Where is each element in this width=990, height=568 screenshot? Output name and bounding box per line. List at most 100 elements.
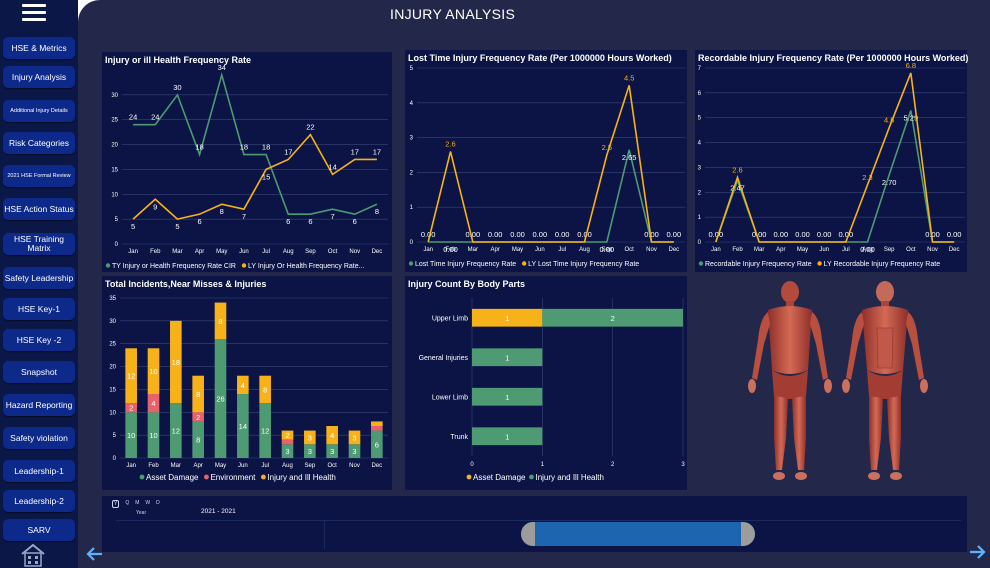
- data-label: 2: [285, 431, 289, 440]
- sidebar-item-2021-hse-formal-review[interactable]: 2021 HSE Formal Review: [3, 165, 75, 187]
- sidebar-item-safety-leadership[interactable]: Safety Leadership: [3, 267, 75, 289]
- data-label: 3: [285, 447, 289, 456]
- data-label: 0.00: [795, 230, 810, 239]
- data-label: 7: [242, 212, 246, 221]
- hamburger-menu-icon[interactable]: [22, 4, 46, 22]
- frequency-rate-chart: 0 5 10 15 20 25 30 Jan Feb Mar Apr May Jun Jul Aug Sep O…: [105, 63, 388, 270]
- data-label: 0.00: [667, 230, 682, 239]
- anatomy-illustration: [748, 281, 928, 480]
- sidebar-item-additional-injury-details[interactable]: Additional Injury Details: [3, 100, 75, 122]
- x-tick-label: Mar: [171, 463, 181, 469]
- level-year-button[interactable]: Y: [112, 500, 120, 508]
- bar-segment: [326, 444, 338, 458]
- date-hierarchy-levels: Y Q M W D: [112, 500, 160, 508]
- data-label: 2.5: [602, 143, 612, 152]
- x-tick-label: Nov: [349, 249, 360, 255]
- range-start-handle[interactable]: [521, 522, 535, 546]
- data-label: 2: [196, 413, 200, 422]
- data-label: 0.00: [709, 230, 724, 239]
- x-tick-label: Jan: [711, 247, 721, 253]
- bar-segment: [281, 439, 294, 445]
- x-tick-label: Dec: [371, 463, 382, 469]
- data-label: 6: [286, 217, 290, 226]
- bar-segment: [304, 444, 316, 458]
- sidebar-item-risk-categories[interactable]: Risk Categories: [3, 132, 75, 154]
- sidebar-item-hse-action-status[interactable]: HSE Action Status: [3, 198, 75, 220]
- y-tick-label: 4: [410, 101, 414, 107]
- level-quarter-button[interactable]: Q: [125, 500, 130, 506]
- rifr-panel: Recordable Injury Frequency Rate (Per 10…: [695, 50, 968, 272]
- level-day-button[interactable]: D: [156, 500, 160, 506]
- x-tick-label: Jan: [423, 247, 433, 253]
- y-tick-label: Upper Limb: [432, 315, 468, 322]
- sidebar-item-hse-training-matrix[interactable]: HSE Training Matrix: [3, 233, 75, 255]
- data-label: 18: [195, 143, 203, 152]
- data-label: 4: [151, 399, 155, 408]
- timeline-track: [116, 520, 961, 549]
- data-label: 8: [196, 436, 200, 445]
- timeline-range-selector[interactable]: [521, 522, 755, 546]
- data-label: 17: [284, 147, 292, 156]
- next-page-arrow-icon[interactable]: [968, 542, 988, 562]
- x-tick-label: Dec: [372, 249, 383, 255]
- data-label: 18: [262, 143, 270, 152]
- sidebar-item-hse-metrics[interactable]: HSE & Metrics: [3, 37, 75, 59]
- data-label: 26: [216, 395, 224, 404]
- data-label: 6: [353, 217, 357, 226]
- data-label: 3: [330, 447, 334, 456]
- data-label: 8: [375, 207, 379, 216]
- data-label: 30: [173, 83, 181, 92]
- legend-marker: [698, 261, 704, 266]
- data-label: 0.00: [947, 230, 962, 239]
- x-tick-label: Aug: [862, 247, 873, 253]
- x-tick-label: Apr: [776, 247, 785, 253]
- data-label: 24: [129, 113, 137, 122]
- sidebar-item-injury-analysis[interactable]: Injury Analysis: [3, 66, 75, 88]
- sidebar-item-hazard-reporting[interactable]: Hazard Reporting: [3, 394, 75, 416]
- sidebar-item-safety-violation[interactable]: Safety violation: [3, 427, 75, 449]
- sidebar-item-snapshot[interactable]: Snapshot: [3, 361, 75, 383]
- range-end-handle[interactable]: [741, 522, 755, 546]
- level-month-button[interactable]: M: [135, 500, 140, 506]
- bar-segment: [371, 430, 383, 458]
- sidebar-item-hse-key-2[interactable]: HSE Key -2: [3, 329, 75, 351]
- data-label: 0.00: [600, 245, 615, 254]
- data-label: 17: [373, 147, 381, 156]
- x-tick-label: Apr: [193, 463, 202, 469]
- sidebar-item-leadership-1[interactable]: Leadership-1: [3, 460, 75, 482]
- data-label: 4: [241, 381, 245, 390]
- data-label: 4.6: [884, 116, 894, 125]
- bar-segment: [348, 444, 361, 458]
- level-week-button[interactable]: W: [145, 500, 151, 506]
- legend-label: Injury and Ill Health: [535, 473, 603, 482]
- data-label: 6: [197, 217, 201, 226]
- y-tick-label: 5: [698, 116, 702, 122]
- sidebar-item-sarv[interactable]: SARV: [3, 519, 75, 541]
- sidebar-item-leadership-2[interactable]: Leadership-2: [3, 490, 75, 512]
- series-line-1: [132, 133, 377, 221]
- data-label: 0.00: [860, 245, 875, 254]
- data-label: 3: [352, 447, 356, 456]
- x-tick-label: May: [512, 247, 523, 253]
- x-tick-label: Jan: [128, 249, 138, 255]
- legend-marker: [466, 474, 472, 480]
- y-tick-label: General Injuries: [419, 355, 469, 362]
- level-caption: Year: [136, 510, 147, 516]
- bar-segment: [170, 403, 182, 458]
- y-tick-label: 25: [111, 118, 118, 124]
- previous-page-arrow-icon[interactable]: [84, 544, 104, 564]
- date-range-label: 2021 - 2021: [201, 508, 236, 515]
- data-label: 0.00: [443, 245, 458, 254]
- sidebar-item-hse-key-1[interactable]: HSE Key-1: [3, 298, 75, 320]
- legend-label: LY Recordable Injury Frequency Rate: [824, 261, 941, 268]
- x-tick-label: 0: [470, 462, 474, 468]
- data-label: 0.00: [577, 230, 592, 239]
- x-tick-label: Jun: [238, 463, 248, 469]
- home-icon[interactable]: [20, 543, 46, 567]
- date-slicer: Y Q M W D Year 2021 - 2021: [102, 496, 967, 552]
- data-label: 0.00: [555, 230, 570, 239]
- y-tick-label: 0: [115, 242, 119, 248]
- legend-label: LY Injury Or Health Frequency Rate...: [248, 263, 365, 270]
- x-tick-label: May: [215, 463, 226, 469]
- data-label: 0.00: [488, 230, 503, 239]
